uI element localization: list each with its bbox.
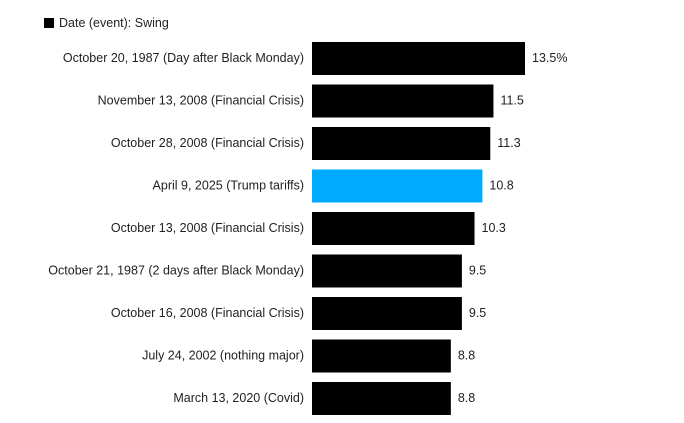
category-label-0: October 20, 1987 (Day after Black Monday… xyxy=(63,51,304,65)
category-label-7: July 24, 2002 (nothing major) xyxy=(142,348,304,362)
category-label-8: March 13, 2020 (Covid) xyxy=(173,391,304,405)
bar-4 xyxy=(312,212,475,245)
bar-5 xyxy=(312,254,462,288)
bar-7 xyxy=(312,339,451,373)
value-label-7: 8.8 xyxy=(458,348,475,362)
chart-legend: Date (event): Swing xyxy=(44,16,169,30)
category-label-3: April 9, 2025 (Trump tariffs) xyxy=(153,178,304,192)
bar-2 xyxy=(312,127,491,160)
bar-8 xyxy=(312,382,451,415)
value-label-8: 8.8 xyxy=(458,391,475,405)
legend-swatch xyxy=(44,18,54,28)
value-label-4: 10.3 xyxy=(482,221,506,235)
value-label-5: 9.5 xyxy=(469,263,486,277)
value-label-6: 9.5 xyxy=(469,306,486,320)
legend-label: Date (event): Swing xyxy=(59,16,169,30)
bar-1 xyxy=(312,84,494,118)
bar-0 xyxy=(312,42,525,75)
category-label-4: October 13, 2008 (Financial Crisis) xyxy=(111,221,304,235)
bars-layer: October 20, 1987 (Day after Black Monday… xyxy=(48,42,567,415)
category-label-1: November 13, 2008 (Financial Crisis) xyxy=(98,93,304,107)
value-label-3: 10.8 xyxy=(489,178,513,192)
bar-6 xyxy=(312,297,462,330)
bar-3 xyxy=(312,169,483,203)
category-label-6: October 16, 2008 (Financial Crisis) xyxy=(111,306,304,320)
category-label-2: October 28, 2008 (Financial Crisis) xyxy=(111,136,304,150)
value-label-1: 11.5 xyxy=(500,93,523,107)
value-label-0: 13.5% xyxy=(532,51,567,65)
category-label-5: October 21, 1987 (2 days after Black Mon… xyxy=(48,263,304,277)
value-label-2: 11.3 xyxy=(497,136,520,150)
